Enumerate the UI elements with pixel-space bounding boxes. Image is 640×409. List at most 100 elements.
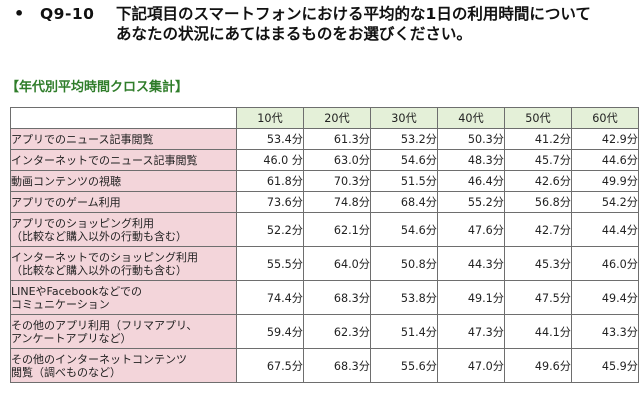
bullet-marker: • [14, 4, 25, 23]
value-cell: 55.5分 [236, 246, 304, 281]
row-label-line: その他のインターネットコンテンツ [11, 352, 187, 366]
row-label-line: インターネットでのニュース記事閲覧 [11, 153, 198, 167]
table-row: インターネットでのショッピング利用 （比較など購入以外の行動も含む） 55.5分 64… [10, 246, 639, 281]
value-cell: 54.2分 [571, 191, 639, 213]
value-cell: 46.0 分 [236, 149, 304, 171]
value-cell: 68.3分 [303, 348, 371, 383]
value-cell: 44.1分 [504, 314, 572, 349]
value-cell: 45.7分 [504, 149, 572, 171]
value-cell: 62.1分 [303, 212, 371, 247]
row-label: その他のインターネットコンテンツ 閲覧（調べものなど） [10, 348, 237, 383]
value-cell: 41.2分 [504, 128, 572, 150]
table-row: LINEやFacebookなどでの コミュニケーション 74.4分 68.3分 53.8… [10, 280, 639, 315]
column-header-30s: 30代 [370, 107, 438, 129]
value-cell: 44.4分 [571, 212, 639, 247]
value-cell: 64.0分 [303, 246, 371, 281]
row-label-line: アプリでのニュース記事閲覧 [11, 132, 154, 146]
section-title: 【年代別平均時間クロス集計】 [6, 80, 189, 95]
column-header-40s: 40代 [437, 107, 505, 129]
table-row: アプリでのニュース記事閲覧 53.4分 61.3分 53.2分 50.3分 41.2分 42… [10, 128, 639, 150]
value-cell: 47.3分 [437, 314, 505, 349]
value-cell: 47.6分 [437, 212, 505, 247]
value-cell: 53.4分 [236, 128, 304, 150]
value-cell: 51.5分 [370, 170, 438, 192]
table-row: 動画コンテンツの視聴 61.8分 70.3分 51.5分 46.4分 42.6分 49.9分 [10, 170, 639, 192]
value-cell: 59.4分 [236, 314, 304, 349]
value-cell: 50.8分 [370, 246, 438, 281]
row-label: 動画コンテンツの視聴 [10, 170, 237, 192]
table-row: アプリでのゲーム利用 73.6分 74.8分 68.4分 55.2分 56.8分 54.2分 [10, 191, 639, 213]
row-label-line: 動画コンテンツの視聴 [11, 174, 121, 188]
value-cell: 45.3分 [504, 246, 572, 281]
value-cell: 68.3分 [303, 280, 371, 315]
value-cell: 53.8分 [370, 280, 438, 315]
value-cell: 48.3分 [437, 149, 505, 171]
question-id: Q9-10 [40, 5, 95, 23]
cross-tab-table: 10代 20代 30代 40代 50代 60代 アプリでのニュース記事閲覧 53.… [10, 107, 639, 383]
row-label: アプリでのゲーム利用 [10, 191, 237, 213]
value-cell: 49.9分 [571, 170, 639, 192]
value-cell: 62.3分 [303, 314, 371, 349]
value-cell: 51.4分 [370, 314, 438, 349]
value-cell: 47.0分 [437, 348, 505, 383]
value-cell: 46.0分 [571, 246, 639, 281]
column-header-10s: 10代 [236, 107, 304, 129]
value-cell: 50.3分 [437, 128, 505, 150]
value-cell: 47.5分 [504, 280, 572, 315]
value-cell: 55.6分 [370, 348, 438, 383]
row-label-line: その他のアプリ利用（フリマアプリ、 [11, 318, 198, 332]
row-label-line: アンケートアプリなど） [11, 331, 132, 345]
table-row: インターネットでのニュース記事閲覧 46.0 分 63.0分 54.6分 48.3分 45… [10, 149, 639, 171]
corner-cell [10, 107, 237, 129]
value-cell: 42.9分 [571, 128, 639, 150]
row-label-line: インターネットでのショッピング利用 [11, 250, 198, 264]
row-label: アプリでのニュース記事閲覧 [10, 128, 237, 150]
value-cell: 53.2分 [370, 128, 438, 150]
value-cell: 70.3分 [303, 170, 371, 192]
value-cell: 45.9分 [571, 348, 639, 383]
table-row: その他のインターネットコンテンツ 閲覧（調べものなど） 67.5分 68.3分 55.6… [10, 348, 639, 383]
table-row: アプリでのショッピング利用 （比較など購入以外の行動も含む） 52.2分 62.1分 5… [10, 212, 639, 247]
row-label-line: アプリでのショッピング利用 [11, 216, 154, 230]
value-cell: 63.0分 [303, 149, 371, 171]
question-text-line-1: 下記項目のスマートフォンにおける平均的な1日の利用時間について [116, 5, 591, 23]
row-label-line: 閲覧（調べものなど） [11, 365, 121, 379]
value-cell: 74.4分 [236, 280, 304, 315]
value-cell: 49.6分 [504, 348, 572, 383]
row-label-line: LINEやFacebookなどでの [11, 284, 143, 298]
header-row: 10代 20代 30代 40代 50代 60代 [10, 107, 639, 129]
value-cell: 44.6分 [571, 149, 639, 171]
row-label-line: （比較など購入以外の行動も含む） [11, 229, 187, 243]
table-row: その他のアプリ利用（フリマアプリ、 アンケートアプリなど） 59.4分 62.3分 51… [10, 314, 639, 349]
row-label: アプリでのショッピング利用 （比較など購入以外の行動も含む） [10, 212, 237, 247]
value-cell: 61.3分 [303, 128, 371, 150]
value-cell: 42.6分 [504, 170, 572, 192]
row-label: インターネットでのショッピング利用 （比較など購入以外の行動も含む） [10, 246, 237, 281]
value-cell: 61.8分 [236, 170, 304, 192]
value-cell: 44.3分 [437, 246, 505, 281]
row-label-line: アプリでのゲーム利用 [11, 195, 121, 209]
row-label-line: コミュニケーション [11, 297, 110, 311]
value-cell: 49.1分 [437, 280, 505, 315]
column-header-20s: 20代 [303, 107, 371, 129]
value-cell: 54.6分 [370, 149, 438, 171]
question-text-line-2: あなたの状況にあてはまるものをお選びください。 [116, 25, 472, 43]
value-cell: 55.2分 [437, 191, 505, 213]
value-cell: 73.6分 [236, 191, 304, 213]
value-cell: 54.6分 [370, 212, 438, 247]
value-cell: 56.8分 [504, 191, 572, 213]
value-cell: 49.4分 [571, 280, 639, 315]
column-header-50s: 50代 [504, 107, 572, 129]
row-label: LINEやFacebookなどでの コミュニケーション [10, 280, 237, 315]
row-label: その他のアプリ利用（フリマアプリ、 アンケートアプリなど） [10, 314, 237, 349]
value-cell: 46.4分 [437, 170, 505, 192]
value-cell: 67.5分 [236, 348, 304, 383]
value-cell: 52.2分 [236, 212, 304, 247]
value-cell: 68.4分 [370, 191, 438, 213]
column-header-60s: 60代 [571, 107, 639, 129]
row-label-line: （比較など購入以外の行動も含む） [11, 263, 187, 277]
row-label: インターネットでのニュース記事閲覧 [10, 149, 237, 171]
value-cell: 43.3分 [571, 314, 639, 349]
value-cell: 74.8分 [303, 191, 371, 213]
value-cell: 42.7分 [504, 212, 572, 247]
